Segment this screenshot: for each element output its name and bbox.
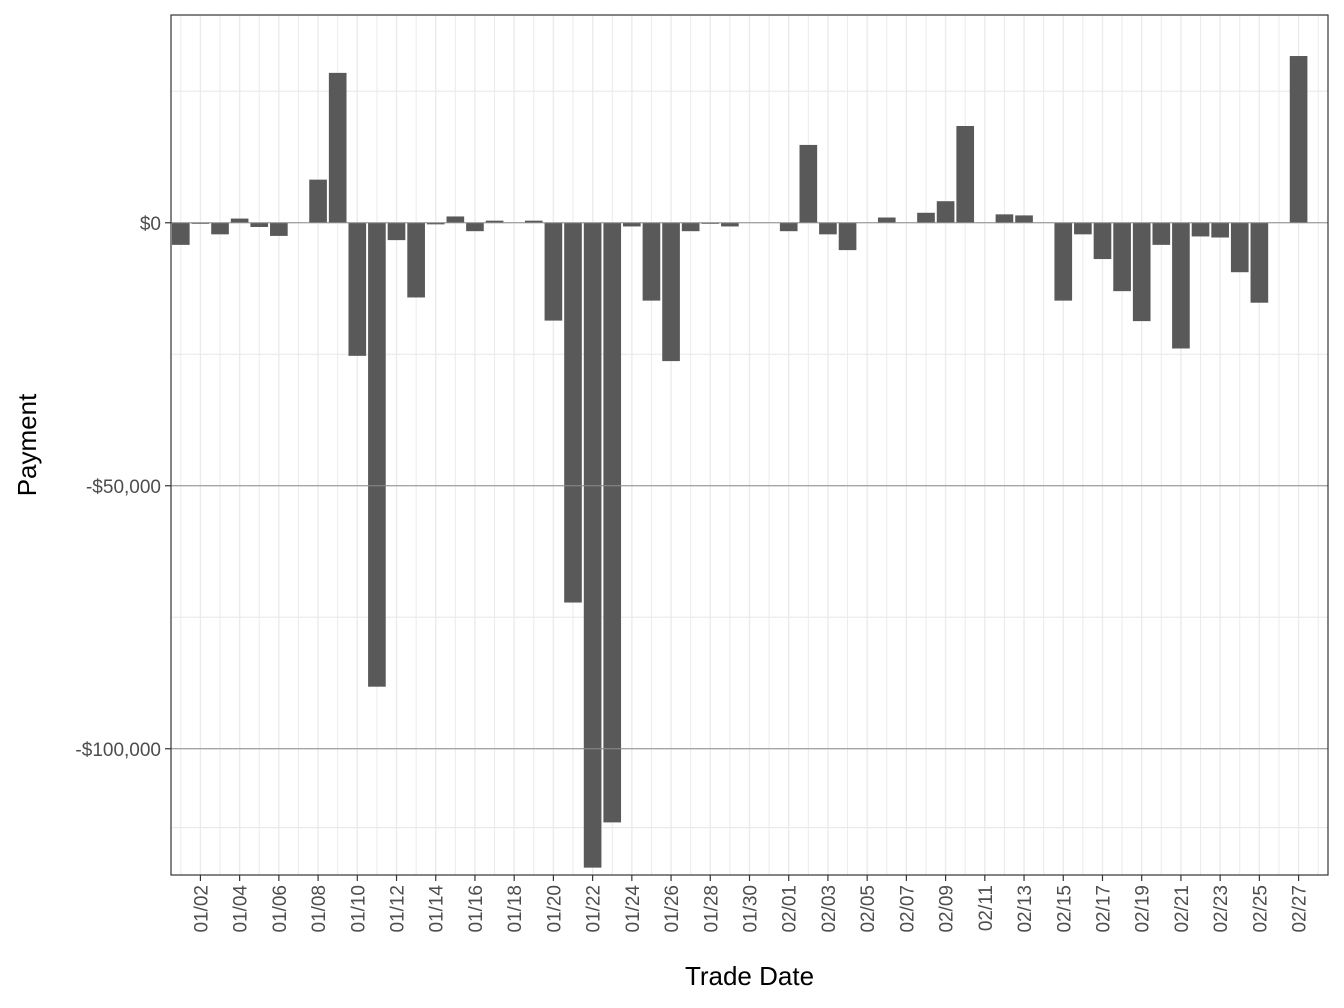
bar-02-20 xyxy=(1152,222,1171,245)
bar-01-26 xyxy=(662,222,680,362)
bar-01-06 xyxy=(270,222,288,236)
bar-02-06 xyxy=(877,217,896,223)
bar-01-10 xyxy=(348,222,367,356)
bar-01-09 xyxy=(328,72,347,223)
x-tick-label: 01/06 xyxy=(270,885,291,933)
bar-01-02 xyxy=(191,222,210,224)
bar-01-14 xyxy=(426,222,445,225)
grid-layer xyxy=(171,15,1328,875)
bar-02-13 xyxy=(1015,215,1033,223)
bar-02-18 xyxy=(1113,222,1131,292)
x-tick-label: 01/04 xyxy=(231,885,252,933)
bar-02-12 xyxy=(995,214,1014,223)
x-tick-label: 02/01 xyxy=(780,885,801,933)
bar-01-25 xyxy=(642,222,661,301)
x-tick-label: 01/20 xyxy=(544,885,565,933)
bar-01-27 xyxy=(681,222,700,232)
bar-01-28 xyxy=(701,222,720,224)
bar-01-11 xyxy=(368,222,386,687)
x-tick-label: 02/17 xyxy=(1093,885,1114,933)
y-tick-label: $0 xyxy=(140,214,161,235)
x-tick-label: 01/16 xyxy=(466,885,487,933)
axes-layer xyxy=(171,222,1328,750)
bar-02-02 xyxy=(799,144,818,223)
x-tick-label: 02/23 xyxy=(1211,885,1232,933)
x-tick-label: 01/08 xyxy=(309,885,330,933)
bar-01-20 xyxy=(544,222,563,321)
bar-02-15 xyxy=(1054,222,1073,301)
x-tick-label: 02/19 xyxy=(1133,885,1154,933)
bar-02-16 xyxy=(1074,222,1092,235)
bar-01-03 xyxy=(211,222,229,235)
y-tick-label: -$100,000 xyxy=(75,740,161,761)
bar-02-01 xyxy=(779,222,798,232)
bar-02-23 xyxy=(1211,222,1229,238)
x-tick-label: 01/28 xyxy=(701,885,722,933)
bar-01-29 xyxy=(721,222,739,227)
x-tick-label: 02/13 xyxy=(1015,885,1036,933)
bar-01-15 xyxy=(446,216,465,223)
y-tick-label: -$50,000 xyxy=(86,477,161,498)
bar-02-25 xyxy=(1250,222,1269,303)
bar-02-27 xyxy=(1289,56,1308,223)
x-tick-label: 02/21 xyxy=(1172,885,1193,933)
bar-02-08 xyxy=(917,212,935,223)
bar-01-12 xyxy=(387,222,406,241)
x-axis: 01/02 01/04 01/06 01/08 01/10 01/12 01/14 01/16… xyxy=(191,875,1311,933)
x-tick-label: 02/11 xyxy=(976,885,997,931)
x-tick-label: 01/10 xyxy=(348,885,369,933)
x-tick-label: 01/18 xyxy=(505,885,526,933)
y-axis: $0 -$50,000 -$100,000 xyxy=(75,214,171,761)
bar-02-10 xyxy=(956,125,975,223)
x-tick-label: 01/12 xyxy=(388,885,409,933)
x-tick-label: 01/26 xyxy=(662,885,683,933)
bar-02-19 xyxy=(1132,222,1151,322)
x-tick-label: 01/24 xyxy=(623,885,644,933)
bar-01-17 xyxy=(485,220,504,223)
bar-01-01 xyxy=(171,222,190,245)
x-tick-label: 02/15 xyxy=(1054,885,1075,933)
x-tick-label: 02/27 xyxy=(1290,885,1311,933)
bar-02-17 xyxy=(1093,222,1112,260)
bar-01-04 xyxy=(230,218,249,223)
x-tick-label: 01/30 xyxy=(741,885,762,933)
bar-02-03 xyxy=(819,222,837,235)
x-tick-label: 02/07 xyxy=(897,885,918,933)
bar-01-16 xyxy=(466,222,484,232)
bar-01-19 xyxy=(524,220,543,223)
bar-02-04 xyxy=(838,222,857,251)
bar-02-22 xyxy=(1191,222,1210,237)
x-tick-label: 02/09 xyxy=(937,885,958,933)
bar-01-08 xyxy=(309,179,327,223)
bar-01-22 xyxy=(583,222,602,868)
bar-01-24 xyxy=(623,222,641,227)
x-tick-label: 01/14 xyxy=(427,885,448,933)
x-tick-label: 02/05 xyxy=(858,885,879,933)
bar-02-24 xyxy=(1230,222,1249,273)
x-tick-label: 01/22 xyxy=(584,885,605,933)
bar-01-05 xyxy=(250,222,269,227)
x-axis-title: Trade Date xyxy=(685,961,814,991)
bar-02-21 xyxy=(1172,222,1190,349)
x-tick-label: 01/02 xyxy=(191,885,212,933)
bars-layer xyxy=(171,56,1308,868)
x-tick-label: 02/03 xyxy=(819,885,840,933)
bar-02-09 xyxy=(936,201,955,223)
bar-01-23 xyxy=(603,222,622,823)
bar-01-13 xyxy=(407,222,425,298)
x-tick-label: 02/25 xyxy=(1250,885,1271,933)
bar-01-21 xyxy=(564,222,582,603)
y-axis-title: Payment xyxy=(12,393,42,496)
